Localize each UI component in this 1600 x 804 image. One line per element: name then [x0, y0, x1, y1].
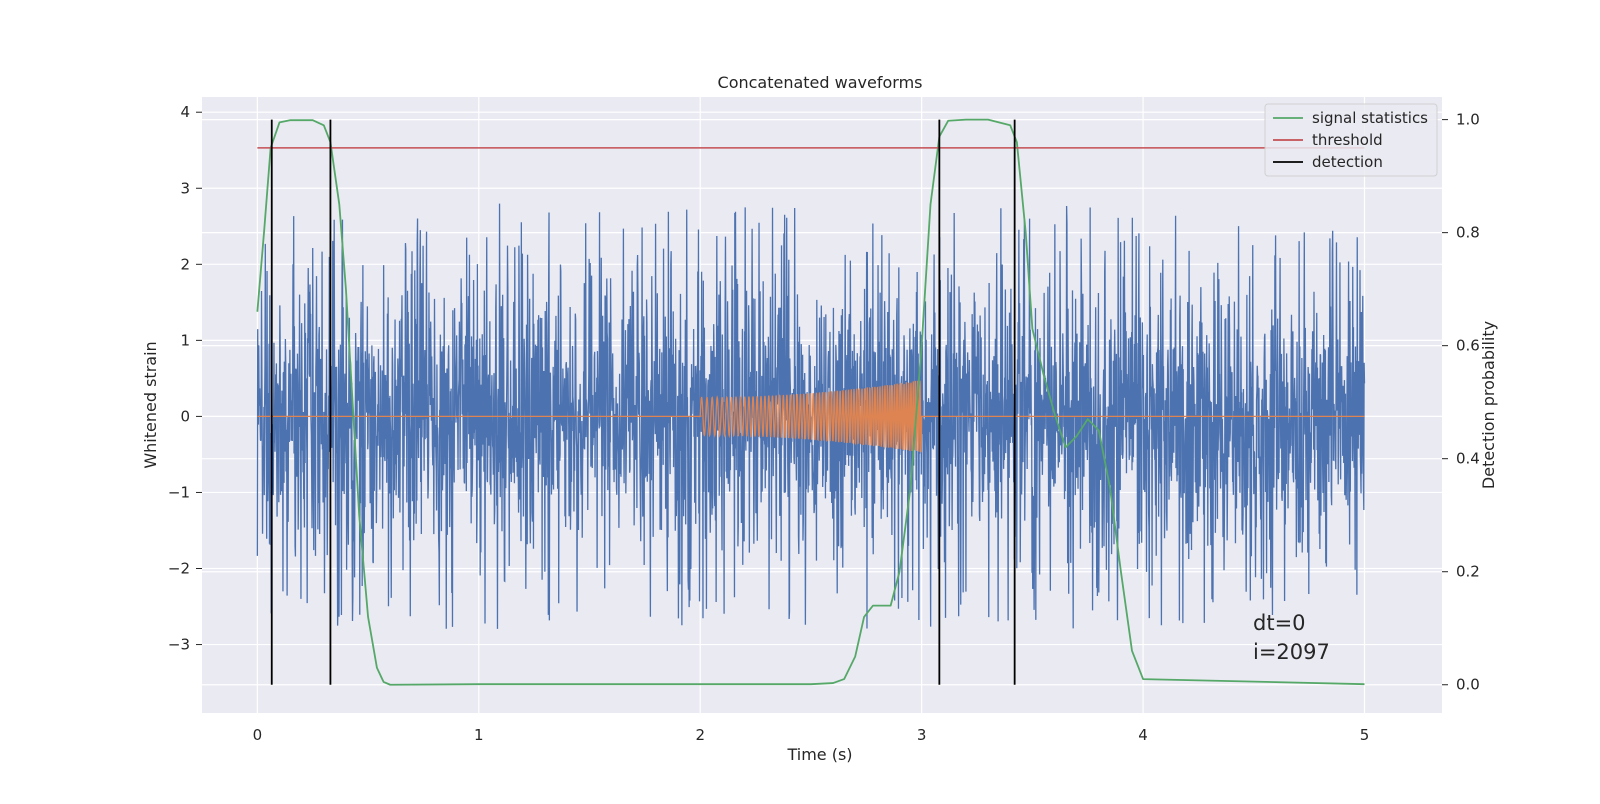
chirp-series-line: [257, 380, 1365, 453]
legend: signal statistics threshold detection: [1264, 103, 1438, 177]
legend-label: threshold: [1312, 131, 1383, 149]
signal-statistics-line: [256, 118, 1365, 686]
x-tick-label: 3: [917, 726, 927, 744]
x-tick-label: 4: [1138, 726, 1148, 744]
annotation-dt: dt=0: [1253, 611, 1306, 635]
legend-box: [1264, 103, 1438, 177]
y-axis-label: Whitened strain: [141, 341, 160, 468]
legend-label: detection: [1312, 153, 1383, 171]
x-axis-label: Time (s): [786, 745, 852, 764]
noise-series-line: [256, 203, 1366, 629]
data-layer: [256, 118, 1366, 686]
plot-data-group: [256, 118, 1366, 686]
y-tick-label: −2: [168, 560, 190, 578]
tick-layer: 0 1 2 3 4 5 −3 −2 −1 0 1 2 3 4 0.0 0.2 0.4 0.6 0.8 1.0: [168, 103, 1480, 744]
legend-label: signal statistics: [1312, 109, 1428, 127]
x-tick-label: 2: [695, 726, 705, 744]
y-tick-label: 2: [180, 255, 190, 273]
y-tick-label: −3: [168, 636, 190, 654]
x-tick-label: 1: [474, 726, 484, 744]
y2-tick-label: 1.0: [1456, 111, 1480, 129]
y-tick-label: 1: [180, 331, 190, 349]
y-tick-label: −1: [168, 483, 190, 501]
y2-tick-label: 0.2: [1456, 563, 1480, 581]
y-tick-label: 4: [180, 103, 190, 121]
y-tick-label: 0: [180, 407, 190, 425]
y2-tick-label: 0.8: [1456, 224, 1480, 242]
y2-tick-label: 0.6: [1456, 337, 1480, 355]
y2-tick-label: 0.4: [1456, 450, 1480, 468]
y-tick-label: 3: [180, 179, 190, 197]
y2-axis-label: Detection probability: [1479, 321, 1498, 489]
annotation-i: i=2097: [1253, 640, 1330, 664]
x-tick-label: 0: [253, 726, 263, 744]
x-tick-label: 5: [1360, 726, 1370, 744]
y2-tick-label: 0.0: [1456, 676, 1480, 694]
chart-title: Concatenated waveforms: [718, 73, 923, 92]
